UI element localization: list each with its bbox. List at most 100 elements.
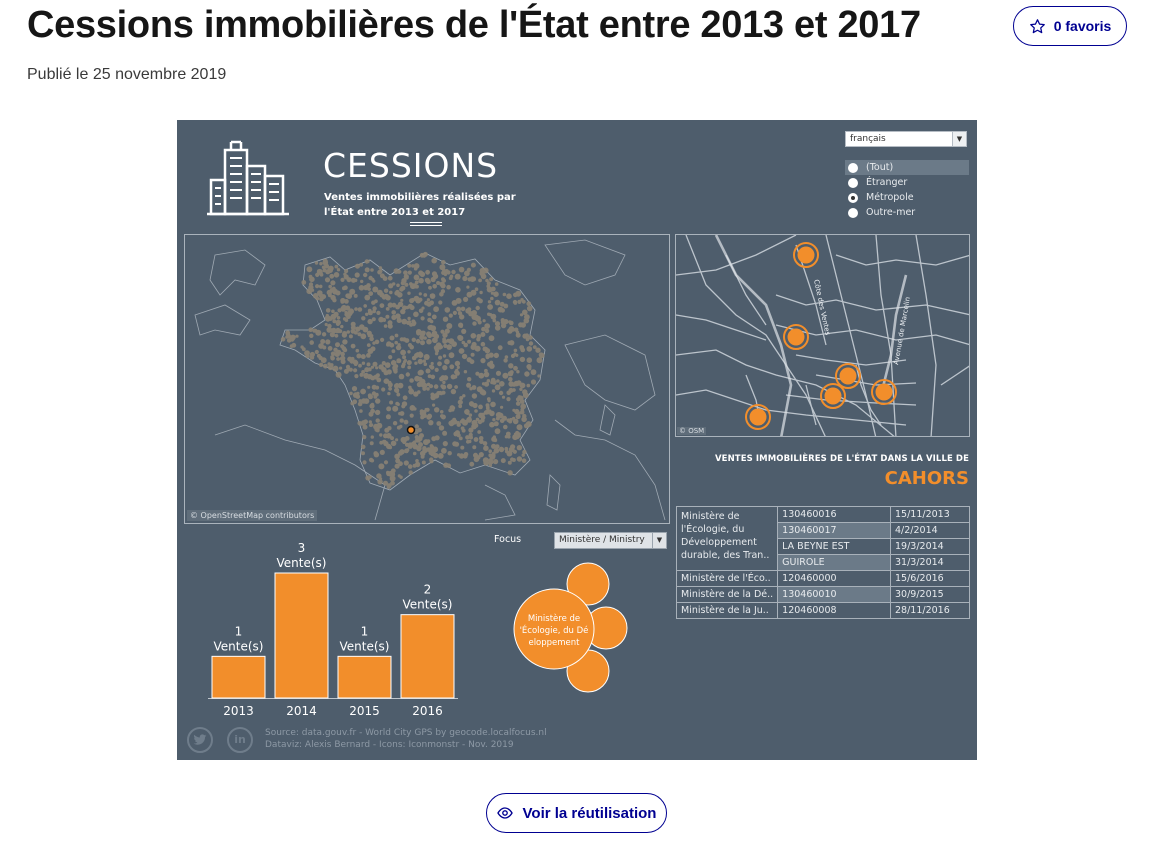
linkedin-icon[interactable]: in <box>227 727 253 753</box>
dashboard-title: CESSIONS <box>323 146 499 185</box>
source-line: Source: data.gouv.fr - World City GPS by… <box>265 728 547 738</box>
city-map[interactable]: Côte des Ventes Avenue de Marcelin © OSM <box>675 234 970 437</box>
table-cell-ministry: Ministère de l'Écologie, du Développemen… <box>675 506 779 571</box>
x-tick-label: 2015 <box>349 704 380 718</box>
focus-select[interactable]: Ministère / Ministry ▼ <box>554 532 667 549</box>
view-reuse-button[interactable]: Voir la réutilisation <box>486 793 667 833</box>
eye-icon <box>496 807 513 819</box>
bar[interactable] <box>400 614 455 699</box>
sale-marker-ring <box>820 383 846 409</box>
bar[interactable] <box>274 572 329 699</box>
sale-marker-ring <box>745 404 771 430</box>
table-cell-ref: 120460008 <box>777 602 891 619</box>
table-cell-ref: LA BEYNE EST <box>777 538 891 555</box>
table-cell-ref: 120460000 <box>777 570 891 587</box>
table-cell-ministry: Ministère de la Ju.. <box>675 602 779 619</box>
x-tick-label: 2016 <box>412 704 443 718</box>
city-map-credit: © OSM <box>677 427 707 435</box>
region-option-label: Outre-mer <box>866 207 916 218</box>
bubble-label-line: 'Écologie, du Dé <box>520 624 589 636</box>
chevron-down-icon: ▼ <box>952 132 966 146</box>
table-cell-ref: GUIROLE <box>777 554 891 571</box>
table-cell-ref: 130460010 <box>777 586 891 603</box>
sale-marker-ring <box>793 242 819 268</box>
chevron-down-icon: ▼ <box>652 533 666 548</box>
table-cell-date: 15/11/2013 <box>889 506 971 523</box>
publication-date: Publié le 25 novembre 2019 <box>27 66 227 83</box>
table-cell-date: 19/3/2014 <box>889 538 971 555</box>
source-credits: Source: data.gouv.fr - World City GPS by… <box>265 727 547 751</box>
sale-marker-ring <box>871 379 897 405</box>
focus-value: Ministère / Ministry <box>559 535 645 545</box>
bubble[interactable] <box>566 562 610 606</box>
table-row[interactable]: Ministère de l'Éco.. 120460000 15/6/2016 <box>675 570 971 587</box>
dashboard-subtitle: Ventes immobilières réalisées par l'État… <box>324 192 516 218</box>
table-cell-date: 31/3/2014 <box>889 554 971 571</box>
table-row[interactable]: LA BEYNE EST 19/3/2014 <box>677 538 971 555</box>
bubble-main[interactable] <box>513 588 595 670</box>
radio-icon[interactable] <box>848 192 858 203</box>
france-map[interactable]: © OpenStreetMap contributors <box>184 234 670 524</box>
linkedin-label: in <box>234 733 246 746</box>
radio-icon[interactable] <box>848 207 858 218</box>
table-cell-ministry: Ministère de la Dé.. <box>675 586 779 603</box>
star-icon <box>1029 18 1045 33</box>
bar-chart: 1Vente(s)20133Vente(s)20141Vente(s)20152… <box>208 541 458 718</box>
building-icon <box>207 140 289 216</box>
focus-label: Focus <box>494 534 522 545</box>
sale-marker[interactable] <box>797 246 815 264</box>
page-title: Cessions immobilières de l'État entre 20… <box>27 4 921 46</box>
city-name: CAHORS <box>884 468 969 489</box>
table-cell-date: 30/9/2015 <box>889 586 971 603</box>
table-row[interactable]: Ministère de la Dé.. 130460010 30/9/2015 <box>675 586 971 603</box>
sale-marker[interactable] <box>787 328 805 346</box>
sale-marker[interactable] <box>749 408 767 426</box>
sale-marker[interactable] <box>824 387 842 405</box>
bubble-label-line: Ministère de <box>528 613 580 624</box>
bar[interactable] <box>211 655 266 699</box>
region-option[interactable]: (Tout) <box>845 160 969 175</box>
cahors-marker[interactable] <box>406 425 416 435</box>
table-cell-date: 15/6/2016 <box>889 570 971 587</box>
bar[interactable] <box>337 655 392 699</box>
x-tick-label: 2014 <box>286 704 317 718</box>
table-cell-ministry: Ministère de l'Éco.. <box>675 570 779 587</box>
region-filter: (Tout) Étranger Métropole Outre-mer <box>845 160 969 220</box>
language-value: français <box>850 134 886 144</box>
region-option[interactable]: Outre-mer <box>845 205 969 220</box>
radio-icon[interactable] <box>848 162 858 173</box>
sales-table: Ministère de l'Écologie, du Développemen… <box>675 506 971 619</box>
language-select[interactable]: français ▼ <box>845 131 967 147</box>
france-map-svg <box>194 239 666 521</box>
sale-marker-ring <box>783 324 809 350</box>
bar-value-label: 1 <box>361 624 369 638</box>
table-cell-ref: 130460017 <box>777 522 891 539</box>
region-option-label: Étranger <box>866 177 908 188</box>
bar-unit-label: Vente(s) <box>340 639 390 653</box>
region-option[interactable]: Métropole <box>845 190 969 205</box>
table-cell-ref: 130460016 <box>777 506 891 523</box>
sale-marker[interactable] <box>875 383 893 401</box>
region-option[interactable]: Étranger <box>845 175 969 190</box>
favorites-label: 0 favoris <box>1053 18 1112 34</box>
bar-value-label: 3 <box>298 541 306 555</box>
favorites-button[interactable]: 0 favoris <box>1013 6 1127 46</box>
table-cell-date: 4/2/2014 <box>889 522 971 539</box>
region-option-label: Métropole <box>866 192 914 203</box>
table-row[interactable]: Ministère de l'Écologie, du Développemen… <box>675 506 971 571</box>
bar-unit-label: Vente(s) <box>277 556 327 570</box>
sale-marker[interactable] <box>839 367 857 385</box>
twitter-icon[interactable] <box>187 727 213 753</box>
bubble-label-line: eloppement <box>528 638 580 648</box>
table-row[interactable]: Ministère de la Ju.. 120460008 28/11/2016 <box>675 602 971 619</box>
bar-value-label: 2 <box>424 583 432 597</box>
bar-value-label: 1 <box>235 624 243 638</box>
radio-icon[interactable] <box>848 177 858 188</box>
city-map-svg: Côte des Ventes Avenue de Marcelin <box>676 235 969 436</box>
title-divider <box>410 222 442 226</box>
bar-unit-label: Vente(s) <box>214 639 264 653</box>
sale-marker-ring <box>835 363 861 389</box>
x-tick-label: 2013 <box>223 704 254 718</box>
view-reuse-label: Voir la réutilisation <box>522 804 657 822</box>
bubble-chart: Ministère de 'Écologie, du Dé eloppement <box>513 562 628 693</box>
